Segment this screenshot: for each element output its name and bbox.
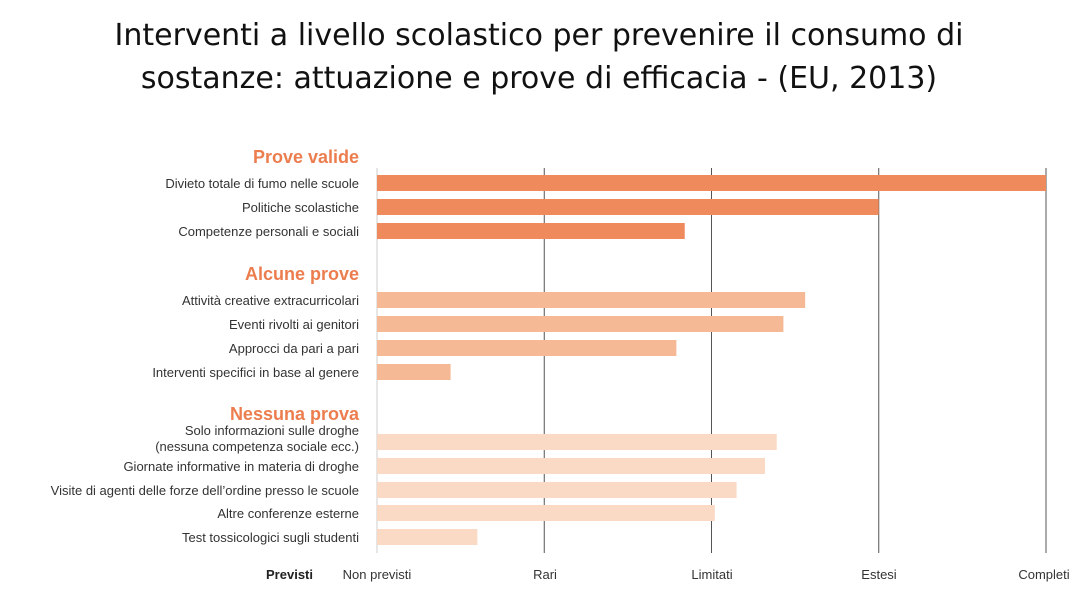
- bar: [377, 482, 737, 498]
- x-tick-label: Completi: [1018, 567, 1069, 582]
- x-axis: Previsti Non previsti Rari Limitati Estesi Co…: [266, 567, 1070, 582]
- chart-title: Interventi a livello scolastico per prev…: [0, 14, 1078, 100]
- category-label: Eventi rivolti ai genitori: [229, 317, 359, 332]
- category-label: Altre conferenze esterne: [217, 506, 359, 521]
- bar: [377, 175, 1046, 191]
- bar: [377, 434, 777, 450]
- group-heading: Alcune prove: [245, 264, 359, 284]
- category-label: Interventi specifici in base al genere: [152, 365, 359, 380]
- category-label: Competenze personali e sociali: [178, 224, 359, 239]
- bar: [377, 529, 478, 545]
- group-heading: Nessuna prova: [230, 404, 360, 424]
- category-label: Giornate informative in materia di drogh…: [123, 459, 359, 474]
- chart-title-line-2: sostanze: attuazione e prove di efficaci…: [140, 61, 938, 96]
- x-tick-label: Limitati: [691, 567, 732, 582]
- category-label: Test tossicologici sugli studenti: [182, 530, 359, 545]
- x-axis-title: Previsti: [266, 567, 313, 582]
- bar: [377, 458, 766, 474]
- category-label: Approcci da pari a pari: [229, 341, 359, 356]
- category-label: Solo informazioni sulle droghe: [185, 423, 359, 438]
- category-label: Attività creative extracurricolari: [182, 293, 359, 308]
- category-labels: Divieto totale di fumo nelle scuole Polit…: [51, 176, 359, 545]
- bar: [377, 223, 685, 239]
- bar: [377, 340, 677, 356]
- category-label: Divieto totale di fumo nelle scuole: [165, 176, 359, 191]
- category-label: (nessuna competenza sociale ecc.): [155, 439, 359, 454]
- bar: [377, 364, 451, 380]
- group-heading: Prove valide: [253, 147, 359, 167]
- x-tick-label: Non previsti: [343, 567, 412, 582]
- bar: [377, 199, 879, 215]
- bar: [377, 505, 715, 521]
- bar: [377, 292, 806, 308]
- x-tick-label: Estesi: [861, 567, 897, 582]
- bars: [377, 175, 1046, 545]
- bar: [377, 316, 784, 332]
- category-label: Politiche scolastiche: [242, 200, 359, 215]
- group-headings: Prove valide Alcune prove Nessuna prova: [230, 147, 360, 424]
- category-label: Visite di agenti delle forze dell’ordine…: [51, 483, 359, 498]
- chart-title-line-1: Interventi a livello scolastico per prev…: [114, 18, 964, 53]
- x-tick-label: Rari: [533, 567, 557, 582]
